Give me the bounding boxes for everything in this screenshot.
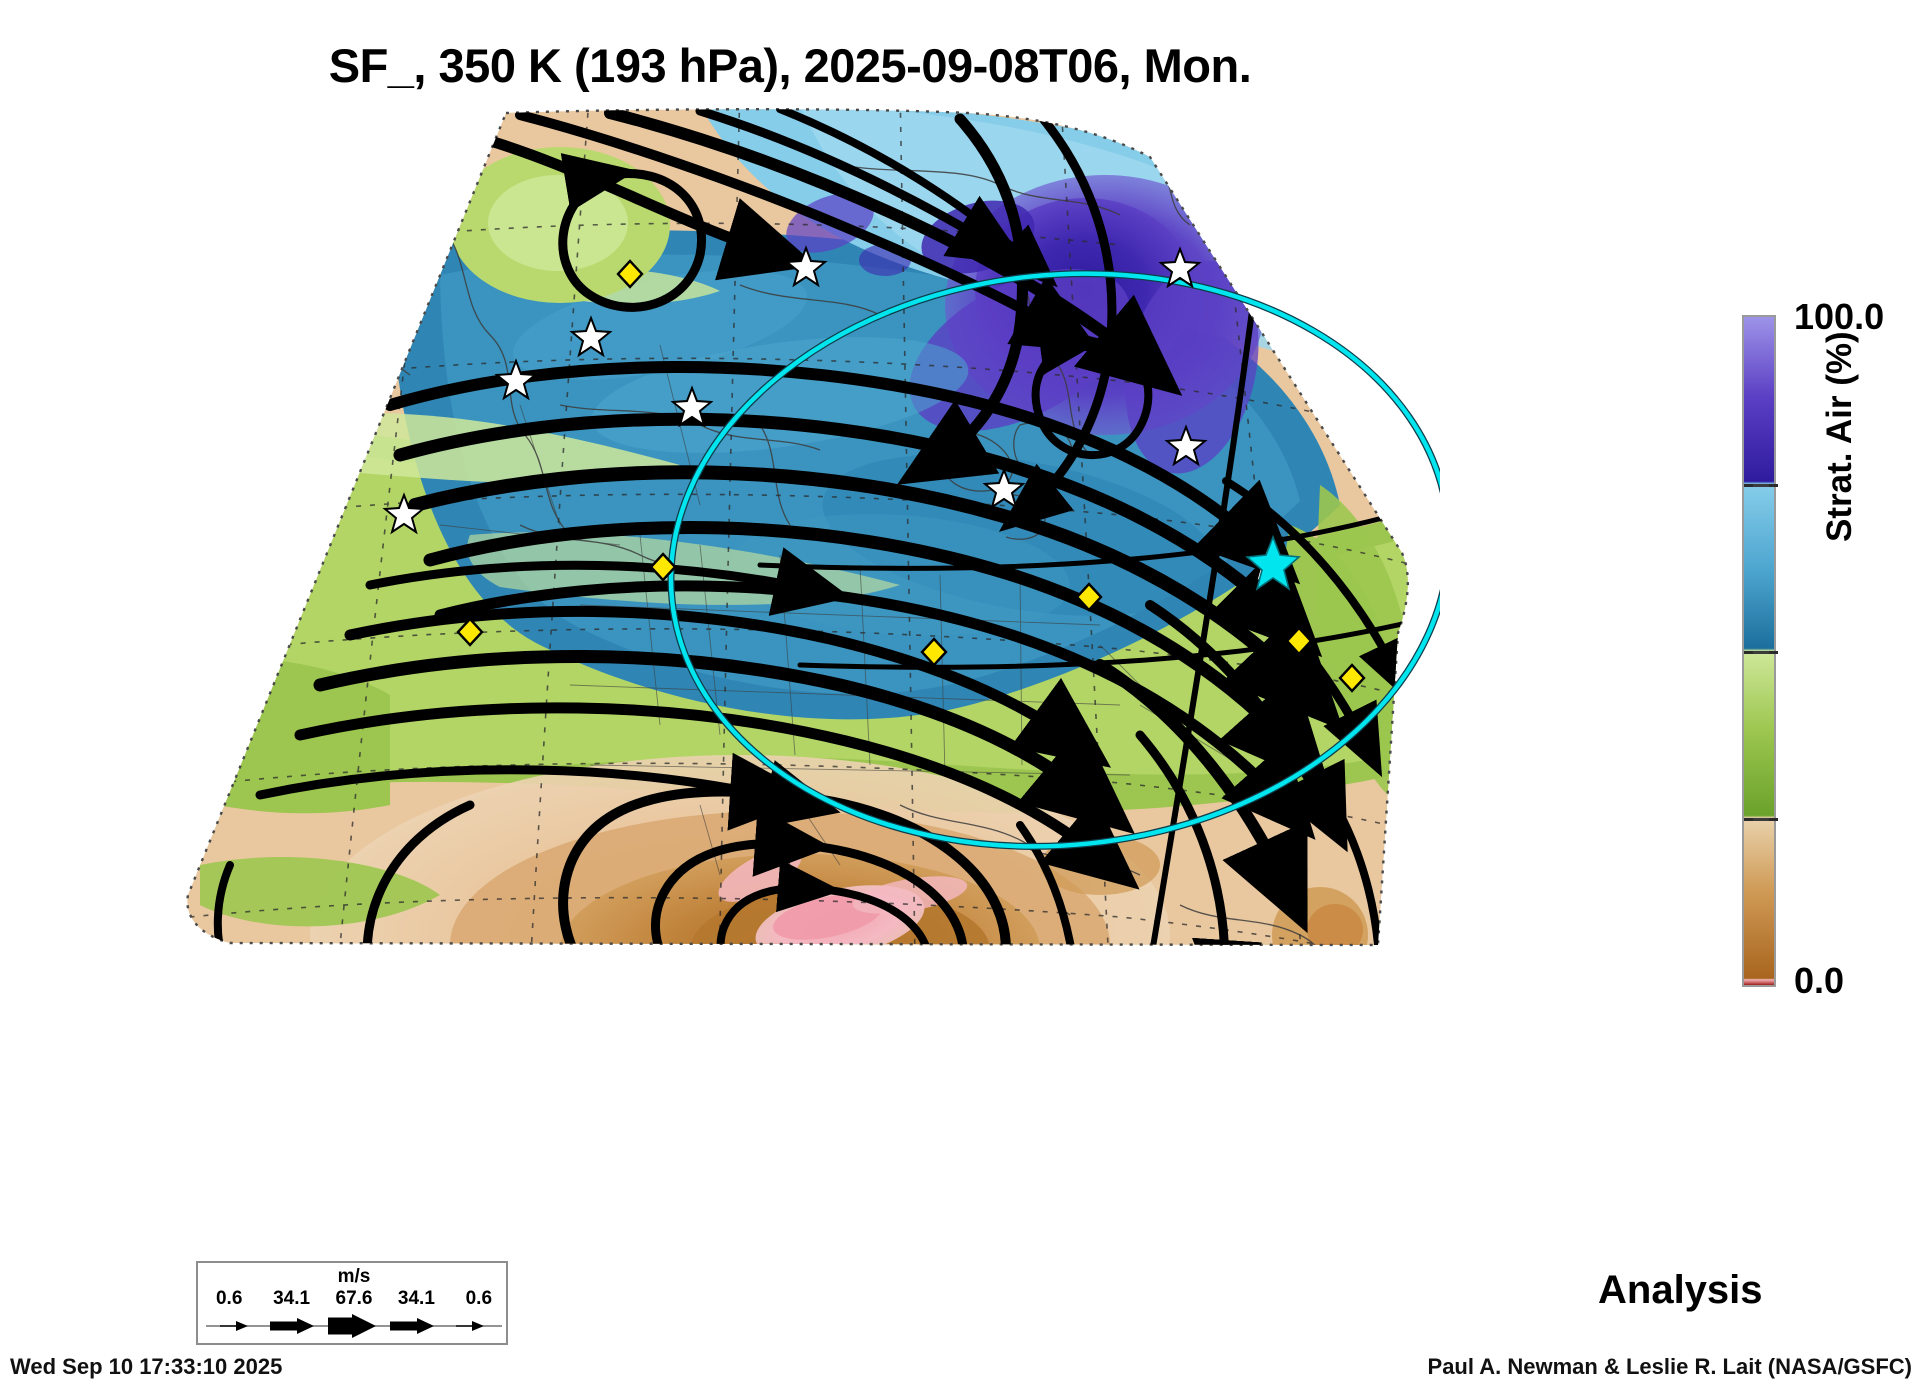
colorbar-axis-title: Strat. Air (%): [1820, 331, 1859, 542]
map-panel[interactable]: [140, 105, 1440, 1025]
colorbar-tick-75: [1744, 484, 1778, 487]
wind-value-2: 34.1: [273, 1288, 311, 1309]
colorbar-min-label: 0.0: [1794, 960, 1845, 1001]
wind-arrow-scale-icon: [206, 1314, 502, 1338]
range-ring: [668, 271, 1440, 849]
center-star-icon[interactable]: [1245, 534, 1301, 591]
generation-timestamp: Wed Sep 10 17:33:10 2025: [10, 1354, 283, 1379]
colorbar-tick-50: [1744, 651, 1778, 654]
map-boundary: [186, 108, 1409, 947]
wind-units-label: m/s: [337, 1266, 371, 1287]
map-plot[interactable]: [140, 105, 1440, 1025]
page-title: SF_, 350 K (193 hPa), 2025-09-08T06, Mon…: [328, 39, 1252, 92]
colorbar-gradient: [1742, 315, 1778, 987]
marker-layer[interactable]: [382, 245, 1366, 693]
author-credit: Paul A. Newman & Leslie R. Lait (NASA/GS…: [1427, 1354, 1912, 1379]
wind-scale-legend: m/s 0.6 34.1 67.6 34.1 0.6: [196, 1261, 508, 1345]
wind-value-1: 0.6: [215, 1288, 243, 1309]
wind-value-5: 0.6: [465, 1288, 493, 1309]
colorbar-max-label: 100.0: [1794, 296, 1885, 337]
wind-value-3: 67.6: [335, 1288, 373, 1309]
range-ring-layer: [667, 270, 1440, 850]
wind-value-labels: 0.6 34.1 67.6 34.1 0.6: [198, 1288, 510, 1310]
colorbar[interactable]: 100.0 0.0 Strat. Air (%): [1742, 296, 1922, 1001]
analysis-label: Analysis: [1598, 1268, 1763, 1312]
station-diamond-icon[interactable]: [456, 259, 1366, 693]
colorbar-tick-25: [1744, 818, 1778, 821]
wind-value-4: 34.1: [397, 1288, 435, 1309]
